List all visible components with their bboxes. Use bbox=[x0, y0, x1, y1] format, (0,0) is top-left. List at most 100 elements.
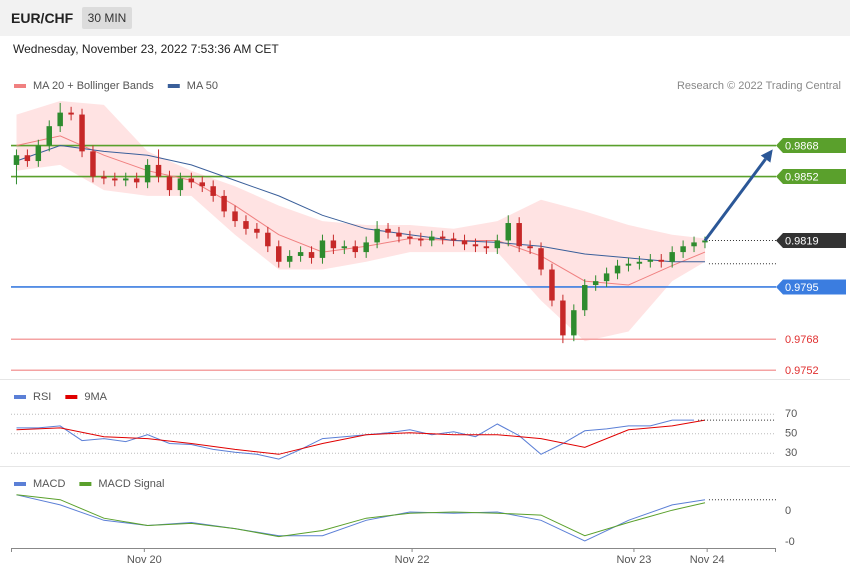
candle-body bbox=[221, 195, 227, 212]
level-label-box bbox=[776, 138, 846, 154]
candle-body bbox=[188, 178, 195, 183]
moving-average-line bbox=[16, 144, 705, 263]
credit: Research © 2022 Trading Central bbox=[677, 80, 841, 92]
candle-body bbox=[702, 240, 708, 243]
symbol: EUR/CHF bbox=[11, 10, 74, 26]
candle-body bbox=[582, 285, 588, 311]
candle-body bbox=[614, 265, 621, 274]
timestamp: Wednesday, November 23, 2022 7:53:36 AM … bbox=[13, 42, 279, 56]
candle-body bbox=[407, 236, 413, 239]
legend-label: 9MA bbox=[84, 391, 107, 403]
candle-body bbox=[133, 178, 140, 183]
header-bar: EUR/CHF 30 MIN bbox=[0, 0, 850, 36]
candle-body bbox=[418, 238, 424, 241]
indicator-line bbox=[16, 419, 706, 455]
legend-swatch bbox=[65, 395, 78, 399]
level-label-box bbox=[776, 169, 846, 185]
candle-body bbox=[57, 112, 63, 127]
bollinger-band bbox=[16, 101, 705, 342]
candle-body bbox=[669, 252, 675, 262]
candle-body bbox=[505, 223, 511, 241]
legend-label: MA 20 + Bollinger Bands bbox=[33, 80, 154, 92]
level-label: 0.9795 bbox=[785, 282, 819, 294]
candle-body bbox=[265, 232, 271, 247]
candle-body bbox=[123, 178, 129, 181]
candle-body bbox=[101, 176, 107, 179]
candle-body bbox=[560, 300, 566, 336]
legend-label: MA 50 bbox=[187, 80, 218, 92]
candle-body bbox=[538, 248, 544, 270]
candle-body bbox=[166, 176, 173, 191]
forecast-arrow bbox=[703, 158, 767, 242]
candle-body bbox=[286, 255, 293, 262]
indicator-line bbox=[16, 419, 694, 460]
level-label: 0.9868 bbox=[785, 140, 819, 152]
x-tick-label: Nov 22 bbox=[395, 554, 430, 566]
level-label-box bbox=[776, 232, 846, 248]
x-tick-label: Nov 23 bbox=[616, 554, 651, 566]
legend-swatch bbox=[167, 84, 180, 88]
candle-body bbox=[319, 240, 326, 258]
candle-body bbox=[374, 228, 380, 243]
candle-body bbox=[363, 242, 369, 253]
x-tick-label: Nov 20 bbox=[127, 554, 162, 566]
candle-body bbox=[461, 240, 468, 245]
candle-body bbox=[155, 164, 162, 177]
candle-body bbox=[13, 155, 20, 165]
y-tick-label: 30 bbox=[785, 447, 797, 459]
candle-body bbox=[658, 259, 664, 262]
candle-body bbox=[429, 236, 435, 241]
forecast-arrow-head bbox=[760, 149, 773, 163]
candle-body bbox=[210, 186, 216, 196]
candle-body bbox=[636, 261, 643, 264]
interval-button[interactable]: 30 MIN bbox=[82, 7, 132, 29]
candle-body bbox=[571, 310, 577, 336]
candle-body bbox=[24, 155, 31, 162]
candle-body bbox=[341, 246, 348, 249]
legend-label: MACD Signal bbox=[98, 478, 164, 490]
candle-body bbox=[68, 112, 74, 115]
candle-body bbox=[396, 232, 402, 237]
y-tick-label: -0 bbox=[785, 536, 795, 548]
level-label: 0.9768 bbox=[785, 334, 819, 346]
candle-body bbox=[592, 281, 599, 286]
indicator-line bbox=[16, 494, 706, 538]
legend-swatch bbox=[14, 84, 26, 88]
candle-body bbox=[144, 164, 151, 183]
candle-body bbox=[243, 221, 249, 229]
level-label: 0.9819 bbox=[785, 235, 819, 247]
candle-body bbox=[46, 126, 52, 146]
candle-body bbox=[276, 246, 282, 262]
legend-label: RSI bbox=[33, 391, 51, 403]
candle-body bbox=[232, 211, 238, 222]
candle-body bbox=[494, 240, 501, 249]
y-tick-label: 70 bbox=[785, 408, 797, 420]
level-label: 0.9752 bbox=[785, 365, 819, 377]
legend-swatch bbox=[14, 482, 26, 486]
candle-body bbox=[90, 151, 96, 177]
legend-swatch bbox=[79, 482, 92, 486]
candle-body bbox=[625, 263, 632, 266]
candle-body bbox=[603, 273, 610, 282]
candle-body bbox=[691, 242, 697, 247]
candle-body bbox=[450, 238, 457, 241]
x-tick-label: Nov 24 bbox=[690, 554, 725, 566]
candle-body bbox=[549, 269, 555, 301]
candle-body bbox=[308, 252, 315, 258]
candle-body bbox=[297, 252, 304, 256]
candle-body bbox=[527, 246, 533, 249]
candle-body bbox=[330, 240, 337, 249]
candle-body bbox=[385, 228, 391, 233]
candle-body bbox=[647, 259, 654, 262]
level-label-box bbox=[776, 279, 846, 295]
indicator-line bbox=[16, 494, 706, 542]
legend-label: MACD bbox=[33, 478, 65, 490]
level-label: 0.9852 bbox=[785, 171, 819, 183]
candle-body bbox=[439, 236, 446, 239]
candle-body bbox=[199, 182, 205, 187]
y-tick-label: 50 bbox=[785, 428, 797, 440]
candle-body bbox=[680, 246, 686, 253]
candle-body bbox=[35, 145, 42, 162]
